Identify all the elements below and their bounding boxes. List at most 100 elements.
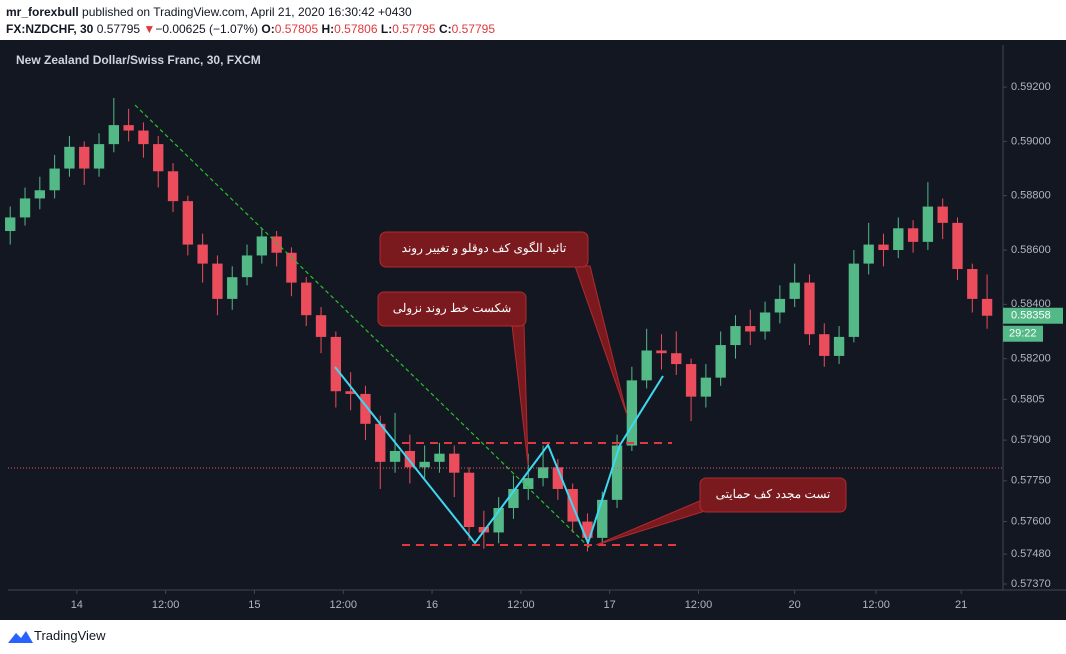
c: 0.57795	[451, 22, 496, 36]
y-tick-label: 0.57900	[1011, 434, 1051, 446]
chart: New Zealand Dollar/Swiss Franc, 30, FXCM…	[0, 40, 1066, 620]
y-tick-label: 0.58600	[1011, 244, 1051, 256]
callout-text: شکست خط روند نزولی	[393, 301, 512, 315]
candle-body	[212, 263, 223, 299]
callout: تائید الگوی کف دوقلو و تغییر روند	[379, 231, 628, 416]
plot: New Zealand Dollar/Swiss Franc, 30, FXCM…	[5, 45, 1066, 611]
last-price-box	[1003, 307, 1063, 324]
candle-body	[463, 472, 475, 528]
y-tick-label: 0.59000	[1011, 135, 1051, 147]
last: 0.57795	[96, 22, 141, 36]
candle-body	[582, 521, 593, 538]
background	[0, 40, 1066, 620]
candle-body	[745, 326, 756, 332]
footer: TradingView	[0, 620, 1066, 654]
quote-line: FX:NZDCHF, 30 0.57795 ▼−0.00625 (−1.07%)…	[6, 22, 495, 36]
x-tick-label: 17	[604, 599, 616, 611]
candle-body	[301, 282, 312, 316]
trendline	[134, 104, 591, 549]
candle-body	[241, 255, 253, 278]
candle-body	[981, 298, 993, 316]
candle-body	[937, 206, 948, 223]
candle-body	[345, 391, 356, 394]
y-tick-label: 0.58200	[1011, 353, 1051, 365]
author[interactable]: mr_forexbull	[6, 5, 79, 19]
o-label: O:	[261, 22, 275, 36]
x-tick-label: 16	[426, 599, 438, 611]
candle-body	[863, 244, 874, 264]
candle-body	[893, 228, 904, 251]
candle-body	[878, 244, 889, 251]
candle-body	[759, 312, 771, 332]
o: 0.57805	[274, 22, 319, 36]
candle-body	[952, 222, 963, 270]
callout-box	[379, 231, 589, 268]
x-tick-label: 20	[789, 599, 801, 611]
countdown: 29:22	[1009, 328, 1037, 340]
callout-box	[699, 477, 847, 513]
candle-body	[449, 453, 460, 473]
logo	[8, 631, 33, 643]
candle-body	[64, 146, 75, 169]
candle-body	[434, 453, 445, 462]
chart-title: New Zealand Dollar/Swiss Franc, 30, FXCM	[16, 53, 261, 67]
candle-body	[108, 125, 120, 145]
l: 0.57795	[392, 22, 436, 36]
x-tick-label: 12:00	[329, 599, 357, 611]
y-tick-label: 0.58800	[1011, 190, 1051, 202]
candle-body	[404, 450, 416, 468]
candle-body	[671, 353, 682, 365]
callout-text: تست مجدد کف حمایتی	[716, 487, 831, 501]
axes: 0.59200 0.59000 0.58800 0.58600 0.58400 0.582…	[71, 81, 1063, 611]
candle-body	[330, 336, 342, 392]
candle-body	[360, 393, 371, 424]
candle-body	[153, 144, 164, 172]
candle-body	[227, 277, 238, 299]
candle-body	[419, 461, 430, 468]
x-tick-label: 12:00	[152, 599, 180, 611]
callout-text: تائید الگوی کف دوقلو و تغییر روند	[402, 241, 567, 255]
candle-body	[34, 190, 46, 199]
callout-box	[377, 291, 527, 327]
x-tick-label: 21	[955, 599, 967, 611]
zigzag	[334, 366, 664, 546]
x-tick-label: 12:00	[685, 599, 713, 611]
candle-body	[138, 130, 149, 145]
candle-body	[123, 125, 134, 131]
symbol: FX:NZDCHF, 30	[6, 22, 94, 36]
candle-body	[611, 445, 623, 500]
header: mr_forexbull published on TradingView.co…	[0, 0, 1066, 40]
y-tick-label: 0.57370	[1011, 578, 1051, 590]
candle-body	[552, 467, 564, 489]
h: 0.57806	[334, 22, 378, 36]
candle-body	[271, 236, 282, 253]
candle-body	[967, 269, 978, 299]
publish-info: published on TradingView.com, April 21, …	[82, 5, 412, 19]
y-tick-label: 0.5805	[1011, 393, 1045, 405]
y-tick-label: 0.59200	[1011, 81, 1051, 93]
arrow: ▼	[143, 22, 156, 36]
x-tick-label: 12:00	[862, 599, 890, 611]
x-tick-label: 14	[71, 599, 83, 611]
candle-body	[508, 488, 519, 508]
candle-body	[833, 336, 845, 356]
callout: شکست خط روند نزولی	[377, 291, 529, 466]
brand[interactable]: TradingView	[34, 628, 106, 643]
callout: تست مجدد کف حمایتی	[595, 477, 847, 546]
candle-body	[493, 507, 504, 533]
candle-body	[715, 345, 726, 378]
candles	[5, 97, 993, 552]
x-tick-label: 15	[248, 599, 260, 611]
candle-body	[626, 380, 638, 446]
candle-body	[256, 236, 268, 256]
candle-body	[537, 467, 549, 479]
candle-body	[848, 263, 860, 337]
y-tick-label: 0.57600	[1011, 515, 1051, 527]
c-label: C:	[438, 22, 452, 36]
candle-body	[93, 144, 105, 169]
candle-body	[597, 499, 608, 538]
candle-body	[79, 146, 90, 169]
candle-body	[700, 377, 712, 397]
candle-body	[375, 423, 386, 462]
candle-body	[922, 206, 934, 242]
